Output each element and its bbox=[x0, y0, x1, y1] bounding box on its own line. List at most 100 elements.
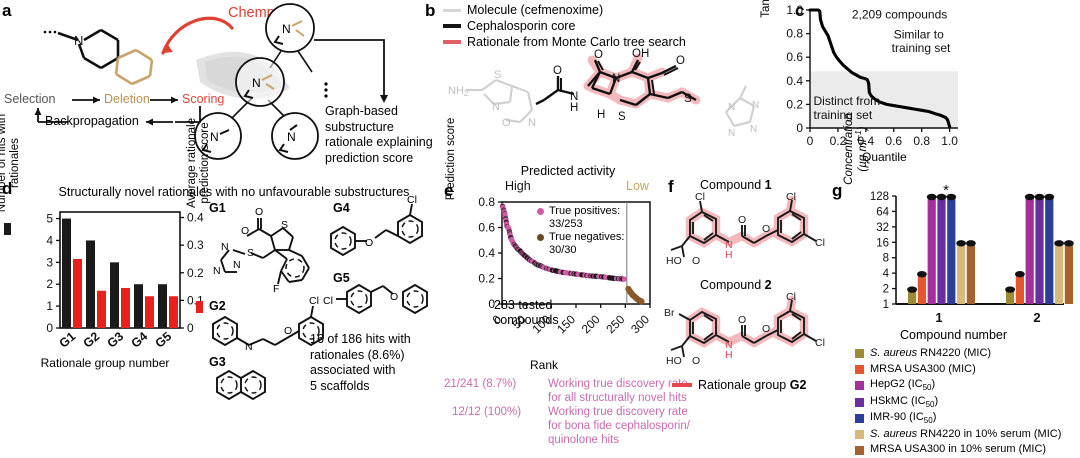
legend-swatch-rationale-g2 bbox=[672, 383, 692, 386]
panel-e-point-negative bbox=[639, 298, 645, 304]
svg-text:0.6: 0.6 bbox=[885, 134, 902, 148]
panel-g-chart-container: 1 2 4 8 16 32 64 128 1 2 * bbox=[850, 182, 1080, 342]
pipeline-step-selection: Selection bbox=[4, 92, 55, 106]
G2-atom-O: O bbox=[284, 325, 292, 337]
svg-text:0: 0 bbox=[187, 321, 194, 335]
atom-OH: OH bbox=[632, 48, 649, 60]
c1-atom-Cl-left: Cl bbox=[695, 191, 705, 203]
structure-G1-aromatic bbox=[286, 259, 304, 277]
svg-text:0.8: 0.8 bbox=[478, 195, 495, 209]
panel-e-xticklabel: 250 bbox=[603, 312, 627, 336]
caption-line-3: prediction score bbox=[325, 151, 450, 167]
bar-score-G2 bbox=[97, 291, 106, 328]
atom-label-N: N bbox=[74, 33, 83, 48]
svg-text:2,209 compounds: 2,209 compounds bbox=[852, 7, 947, 21]
panel-g-datapoint bbox=[1005, 286, 1015, 292]
left-ellipsis-icon bbox=[44, 31, 57, 34]
atom-H-core: H bbox=[597, 109, 605, 121]
legend-text-3: HSkMC (IC50) bbox=[870, 394, 938, 411]
legend-dot-true-negatives bbox=[537, 234, 544, 241]
svg-text:0: 0 bbox=[46, 321, 53, 335]
panel-d-xlabel: Rationale group number bbox=[20, 356, 190, 370]
c1-atom-O-acid: O bbox=[692, 255, 700, 267]
pipeline-step-scoring: Scoring bbox=[182, 92, 224, 106]
panel-d-chart: 01234500.10.20.30.4G1G2G3G4G5 bbox=[8, 200, 218, 380]
svg-text:1.0: 1.0 bbox=[786, 3, 803, 17]
atom-NH2: NH2 bbox=[448, 85, 469, 98]
legend-swatch-rationale bbox=[443, 40, 461, 43]
legend-swatch-4 bbox=[855, 414, 864, 423]
legend-text-1: MRSA USA300 (MIC) bbox=[870, 362, 976, 378]
legend-swatch-2 bbox=[855, 381, 864, 390]
structure-G2 bbox=[213, 306, 323, 345]
panel-g-datapoint bbox=[1044, 194, 1054, 200]
svg-text:N: N bbox=[210, 130, 219, 144]
svg-text:0: 0 bbox=[807, 134, 814, 148]
atom-N-tetrazole-3: N bbox=[750, 124, 757, 135]
c1-atom-O-amide: O bbox=[738, 214, 746, 226]
panel-e-point bbox=[622, 277, 627, 282]
svg-text:training set: training set bbox=[892, 41, 951, 55]
c2-atom-O-amide: O bbox=[738, 314, 746, 326]
atom-O-methoxy: O bbox=[502, 117, 511, 129]
G1-atom-O2: O bbox=[255, 206, 263, 218]
c1-atom-HO: HO bbox=[666, 255, 682, 267]
panel-g-legend: S. aureus RN4220 (MIC) MRSA USA300 (MIC)… bbox=[855, 346, 1061, 458]
svg-text:0.8: 0.8 bbox=[786, 27, 803, 41]
panel-d-xtick-G1: G1 bbox=[57, 329, 79, 350]
panel-e-high-label: High bbox=[505, 179, 531, 193]
group-label-G2: G2 bbox=[209, 299, 226, 313]
panel-d-chart-container: 01234500.10.20.30.4G1G2G3G4G5 bbox=[8, 200, 218, 380]
panel-d-xtick-G2: G2 bbox=[81, 329, 103, 350]
bar-hits-G1 bbox=[62, 219, 71, 328]
svg-text:0.8: 0.8 bbox=[913, 134, 930, 148]
legend-swatch-3 bbox=[855, 398, 864, 407]
tree-node-leaf-2: N bbox=[272, 113, 318, 159]
svg-text:4: 4 bbox=[883, 268, 890, 280]
compound-1-structure: Cl O N H O Cl Cl HO O bbox=[668, 192, 848, 282]
c1-atom-O-ether: O bbox=[762, 223, 770, 235]
svg-text:64: 64 bbox=[876, 206, 889, 218]
atom-S-thioether: S bbox=[684, 93, 692, 105]
svg-text:0.3: 0.3 bbox=[187, 238, 204, 252]
panel-e-inset-note: 283 tested compounds bbox=[494, 298, 559, 328]
atom-H-amide: H bbox=[570, 102, 578, 114]
c2-atom-Cl-right: Cl bbox=[815, 337, 825, 349]
atom-N-thiazole: N bbox=[492, 101, 500, 113]
atom-S-thiazole: S bbox=[494, 69, 501, 81]
panel-e-ylabel: Prediction score bbox=[445, 104, 457, 214]
legend-swatch-core bbox=[443, 24, 461, 27]
G2-atom-Cl: Cl bbox=[309, 295, 319, 307]
atom-N-tetrazole-1: N bbox=[728, 102, 735, 113]
panel-d-ylabel-left: Number of hits with rationales bbox=[0, 108, 21, 218]
c2-atom-Br: Br bbox=[664, 307, 675, 319]
legend-label-rationale: Rationale from Monte Carlo tree search bbox=[467, 35, 686, 49]
G1-atom-S1: S bbox=[281, 219, 288, 231]
G1-atom-N2: N bbox=[233, 259, 241, 271]
compound-2-structure: Br O N H O Cl Cl HO O bbox=[668, 292, 848, 382]
bar-hits-G5 bbox=[158, 284, 167, 328]
panel-g-ylabel-text: Concentration (µg ml−1) bbox=[843, 113, 869, 185]
legend-row-5: S. aureus RN4220 in 10% serum (MIC) bbox=[855, 427, 1061, 443]
svg-text:0: 0 bbox=[796, 121, 803, 135]
legend-swatch-5 bbox=[855, 430, 864, 439]
panel-g-ylabel: Concentration (µg ml−1) bbox=[843, 94, 870, 204]
svg-text:16: 16 bbox=[876, 237, 889, 249]
svg-text:5: 5 bbox=[46, 212, 53, 226]
svg-text:Similar to: Similar to bbox=[894, 27, 944, 41]
svg-text:1: 1 bbox=[883, 299, 889, 311]
caption-line-2: rationale explaining bbox=[325, 135, 450, 151]
panel-g-bar-2-3 bbox=[1035, 196, 1043, 304]
legend-swatch-1 bbox=[855, 365, 864, 374]
atom-N-lactam: N bbox=[612, 73, 620, 85]
panel-c-chart: 00.20.40.60.81.00 0.2 0.4 0.6 0.8 1.0Similar … bbox=[770, 0, 1080, 168]
panel-d-xtick-G4: G4 bbox=[129, 329, 151, 350]
legend-row-4: IMR-90 (IC50) bbox=[855, 410, 1061, 427]
G1-atom-N3: N bbox=[213, 265, 221, 277]
panel-f-legend: Rationale group G2 bbox=[672, 378, 806, 392]
structure-G4-aromatic bbox=[335, 221, 418, 249]
panel-e-stat-1: 21/241 (8.7%) bbox=[444, 378, 544, 390]
compound-1-title: Compound 1 bbox=[700, 178, 772, 192]
atom-O-carboxyl: O bbox=[676, 55, 685, 67]
legend-item-core: Cephalosporin core bbox=[443, 19, 686, 33]
